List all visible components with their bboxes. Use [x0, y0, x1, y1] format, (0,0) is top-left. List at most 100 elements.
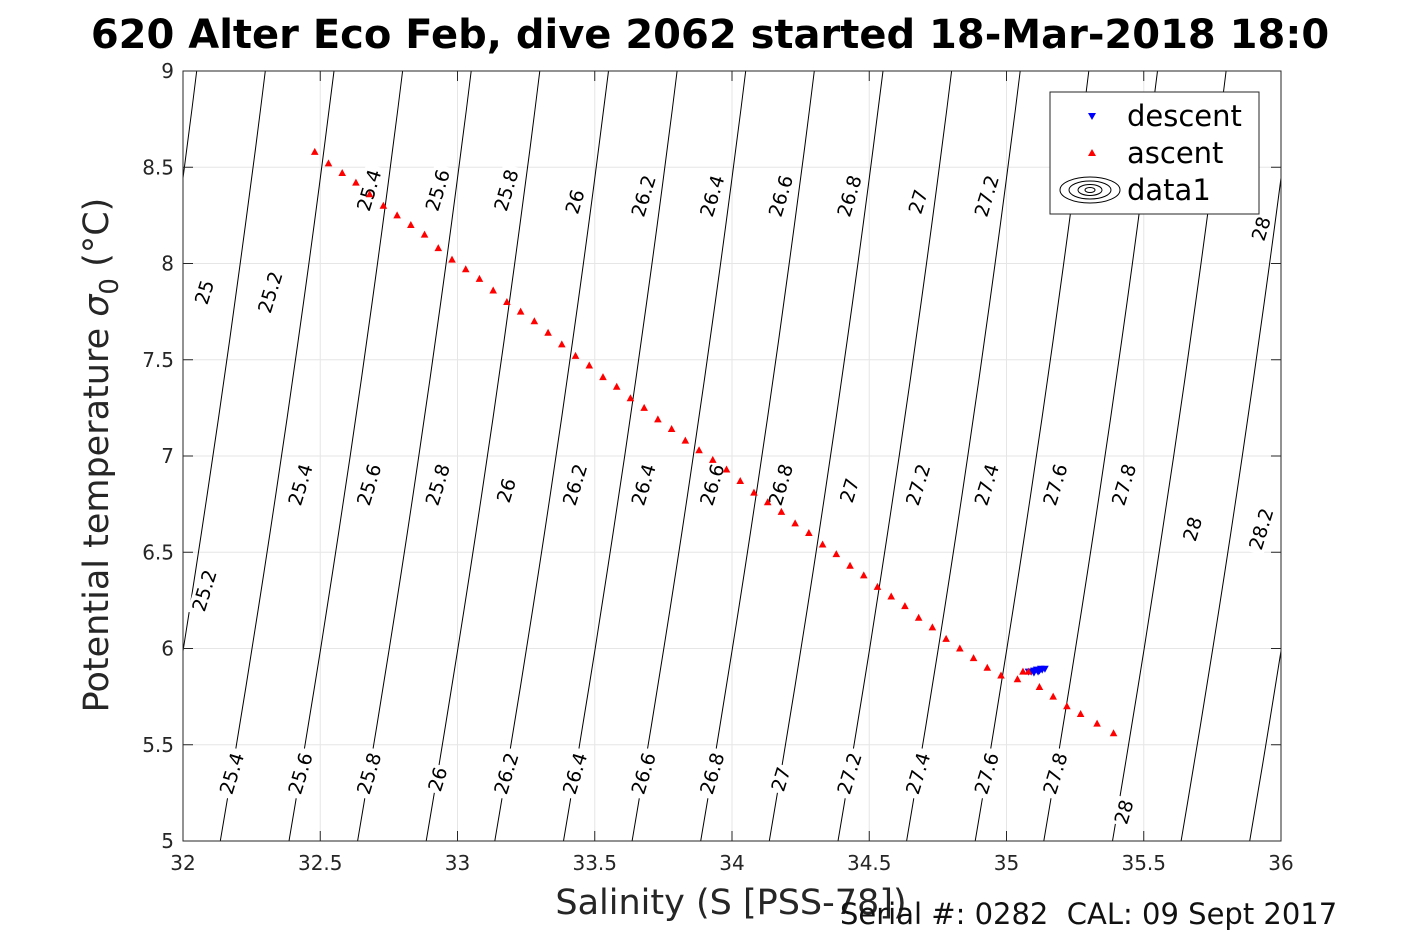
ascent-marker — [1049, 692, 1057, 700]
ascent-marker — [763, 498, 772, 506]
contour-label-bg — [214, 746, 249, 801]
contour-label-group: 27.4 — [900, 746, 935, 801]
density-contour — [906, 71, 1021, 841]
y-tick-label: 7 — [161, 444, 174, 468]
legend-contour-icon — [1084, 187, 1096, 193]
ascent-marker — [310, 147, 319, 155]
contour-label-bg — [351, 163, 386, 217]
ascent-marker — [873, 582, 882, 590]
ascent-marker — [1063, 702, 1071, 710]
ascent-marker — [407, 221, 415, 228]
ascent-marker — [1035, 683, 1044, 690]
contour-label-bg — [1178, 512, 1206, 546]
ascent-marker — [1024, 667, 1033, 675]
contour-label-bg — [1106, 457, 1141, 512]
ascent-marker — [777, 507, 786, 515]
density-contours — [183, 71, 1281, 841]
ascent-marker — [859, 571, 868, 579]
contour-label-group: 25 — [190, 275, 219, 309]
contour-label-bg — [694, 169, 729, 223]
ascent-marker — [667, 425, 676, 433]
x-tick-label: 33.5 — [572, 851, 617, 875]
contour-label-bg — [900, 457, 935, 512]
contour-label-bg — [560, 185, 589, 218]
ascent-marker — [448, 255, 456, 263]
contour-label-group: 28 — [1247, 212, 1276, 245]
contour-label-bg — [557, 457, 592, 512]
contour-label-bg — [969, 169, 1004, 223]
density-contour — [563, 71, 678, 841]
legend-descent-marker — [1088, 113, 1096, 120]
ascent-marker — [489, 286, 497, 294]
contour-label-bg — [900, 746, 935, 801]
descent-marker — [1037, 665, 1045, 673]
legend-ascent-marker — [1088, 149, 1096, 156]
ascent-marker — [585, 361, 594, 369]
ascent-marker — [914, 613, 923, 621]
contour-label-bg — [763, 457, 798, 512]
ascent-marker — [599, 373, 607, 381]
ascent-marker — [942, 634, 950, 642]
contour-label-bg — [835, 474, 863, 507]
ascent-marker — [434, 244, 443, 252]
density-contour — [288, 71, 404, 841]
ascent-marker — [1013, 675, 1022, 683]
ascent-marker — [420, 230, 429, 238]
ascent-marker — [1019, 667, 1027, 675]
contour-label-bg — [492, 474, 520, 507]
contour-label-group: 26 — [560, 185, 590, 218]
y-tick-label: 7.5 — [142, 348, 174, 372]
ascent-marker — [503, 298, 511, 305]
density-contour — [837, 71, 953, 841]
calibration-footer: Serial #: 0282 CAL: 09 Sept 2017 — [840, 897, 1338, 931]
y-tick-label: 8 — [161, 252, 174, 276]
ascent-marker — [750, 488, 758, 496]
ascent-marker — [626, 394, 635, 402]
density-contour — [183, 71, 266, 655]
ascent-marker — [654, 415, 662, 423]
ascent-marker — [983, 663, 992, 671]
ascent-marker — [379, 201, 388, 209]
ascent-marker — [818, 540, 827, 548]
ascent-marker — [969, 654, 978, 662]
density-contour — [1180, 174, 1281, 841]
contour-label-bg — [489, 163, 523, 217]
density-contour — [700, 71, 815, 841]
ascent-marker — [461, 265, 470, 273]
contour-label-bg — [626, 457, 661, 512]
ascent-marker — [558, 340, 566, 348]
ascent-marker — [901, 602, 909, 610]
density-contour — [1249, 647, 1281, 841]
ascent-marker — [530, 317, 539, 325]
ascent-marker — [681, 436, 690, 444]
density-contour — [768, 71, 884, 841]
x-tick-label: 33 — [445, 851, 470, 875]
ascent-marker — [338, 169, 347, 177]
contour-label-bg — [694, 457, 729, 512]
density-contour — [357, 71, 472, 841]
contour-label-group: 28 — [1178, 512, 1207, 546]
contour-label-bg — [626, 746, 661, 801]
x-tick-label: 34 — [719, 851, 744, 875]
ascent-marker — [1093, 719, 1101, 727]
y-axis-label: Potential temperature σ0 (°C) — [77, 198, 125, 713]
contour-label-bg — [904, 185, 932, 218]
y-label-sigma: σ — [77, 293, 117, 317]
contour-label-bg — [283, 746, 317, 801]
contour-label-bg — [1038, 457, 1072, 512]
x-tick-label: 36 — [1268, 851, 1293, 875]
contour-label-bg — [763, 169, 798, 223]
legend-label: descent — [1127, 99, 1242, 133]
axis-ticks: 32 32.5 33 33.5 34 34.5 35 35.5 36 5 5.5 6 6.5 7 7.5 8 8… — [142, 59, 1294, 875]
y-tick-label: 6.5 — [142, 540, 174, 564]
density-contour — [219, 71, 335, 841]
contour-label-bg — [557, 746, 592, 801]
contour-label-bg — [489, 746, 523, 801]
ascent-marker — [695, 446, 703, 454]
x-axis-label: Salinity (S [PSS-78]) — [555, 883, 906, 923]
y-tick-label: 9 — [161, 59, 174, 83]
legend-contour-icon — [1077, 184, 1103, 196]
contour-label-bg — [187, 563, 221, 618]
ascent-marker — [393, 211, 401, 219]
ascent-marker — [1109, 729, 1118, 737]
